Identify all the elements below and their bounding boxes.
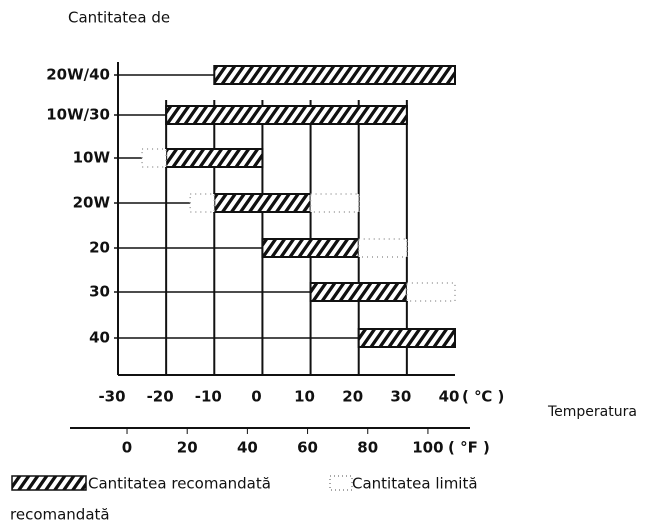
bar [357, 328, 457, 348]
x2-tick-label: 0 [122, 439, 132, 457]
y-tick-label: 30 [89, 283, 110, 301]
limit-bar [357, 238, 408, 258]
legend-label: Cantitatea limită [352, 475, 478, 493]
x-tick-label: -10 [195, 388, 222, 406]
legend-label: Cantitatea recomandată [88, 475, 271, 493]
y-tick-label: 10W/30 [46, 106, 110, 124]
x-tick-label: 0 [251, 388, 261, 406]
x-tick-label: -30 [98, 388, 125, 406]
bar [309, 282, 408, 302]
x2-tick-label: 80 [357, 439, 378, 457]
y-label: Cantitatea de [68, 9, 170, 27]
limit-bar [189, 193, 216, 213]
y-tick-label: 10W [73, 149, 111, 167]
legend-swatch [11, 475, 87, 491]
x2-tick-label: 100 [412, 439, 443, 457]
x-tick-label: 10 [294, 388, 315, 406]
y-tick-label: 20 [89, 239, 110, 257]
bar [261, 238, 360, 258]
x-tick-label: 20 [342, 388, 363, 406]
bar [213, 65, 456, 85]
y-label: recomandată [10, 506, 110, 524]
x2-tick-label: 20 [177, 439, 198, 457]
bar [213, 193, 312, 213]
x2-tick-label: 60 [297, 439, 318, 457]
bar [165, 148, 264, 168]
limit-bar [309, 193, 360, 213]
x-tick-label: 30 [390, 388, 411, 406]
y-tick-label: 40 [89, 329, 110, 347]
x2-unit: ( °F ) [448, 439, 490, 457]
legend-swatch [329, 475, 353, 491]
y-tick-label: 20W [73, 194, 111, 212]
bar [165, 105, 408, 125]
limit-bar [406, 282, 456, 302]
y-tick-label: 20W/40 [46, 66, 110, 84]
x-tick-label: -20 [147, 388, 174, 406]
x2-tick-label: 40 [237, 439, 258, 457]
x-tick-label: 40 [439, 388, 460, 406]
limit-bar [141, 148, 167, 168]
x-unit: ( ℃ ) [462, 388, 504, 406]
x-label: Temperatura [547, 404, 637, 420]
